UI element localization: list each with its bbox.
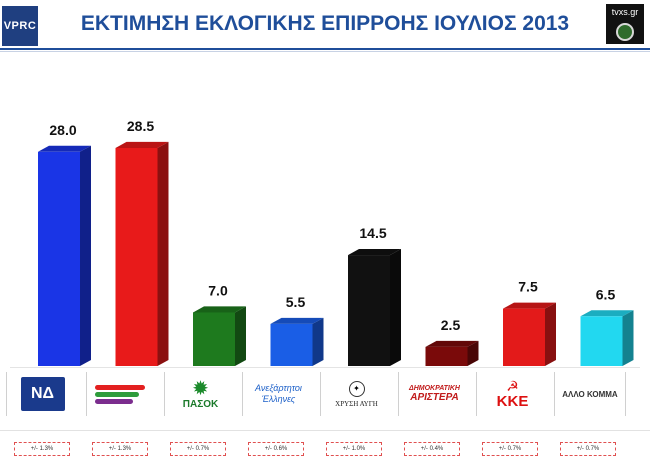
bar-side — [80, 145, 91, 366]
bar-top — [115, 141, 169, 148]
bar — [503, 308, 545, 366]
bar-top — [270, 317, 324, 324]
moe-anel: +/- 0.6% — [248, 442, 304, 456]
other-party-label: ΑΛΛΟ ΚΟΜΜΑ — [562, 389, 618, 399]
syriza-stripe-icon — [94, 384, 145, 390]
bar-side — [157, 141, 169, 366]
bar-top — [580, 310, 634, 317]
syriza-logo — [94, 378, 151, 410]
moe-kke: +/- 0.7% — [482, 442, 538, 456]
bar-side — [235, 306, 246, 366]
dimar-logo-line2: ΑΡΙΣΤΕΡΑ — [410, 392, 459, 403]
bar — [348, 255, 390, 366]
dimar-logo-line1: ΔΗΜΟΚΡΑΤΙΚΗ — [409, 385, 460, 392]
pasok-sun-icon: ✹ — [192, 377, 209, 400]
syriza-stripe-icon — [94, 398, 133, 404]
nd-logo-text: ΝΔ — [30, 385, 55, 402]
legend-nd: ΝΔ — [6, 372, 78, 416]
bar-side — [545, 302, 556, 366]
moe-divider — [0, 430, 650, 431]
pasok-logo: ✹ ΠΑΣΟΚ — [183, 379, 218, 410]
header-divider-light — [0, 51, 650, 52]
syriza-stripe-icon — [94, 391, 139, 397]
moe-pasok: +/- 0.7% — [170, 442, 226, 456]
bar-value-label: 14.5 — [359, 225, 386, 241]
bar — [38, 151, 80, 366]
nd-logo: ΝΔ — [20, 377, 65, 411]
bar-value-label: 28.0 — [49, 122, 76, 138]
moe-dimar: +/- 0.4% — [404, 442, 460, 456]
bar-top — [193, 306, 246, 313]
tvxs-globe-icon — [616, 23, 634, 41]
bar-value-label: 28.5 — [127, 118, 154, 134]
bar-side — [467, 340, 479, 366]
kke-logo-text: ΚΚΕ — [496, 392, 529, 410]
dimar-logo: ΔΗΜΟΚΡΑΤΙΚΗ ΑΡΙΣΤΕΡΑ — [409, 385, 460, 403]
legend-anel: Ανεξάρτητοι Έλληνες — [242, 372, 314, 416]
tvxs-logo: tvxs.gr — [606, 4, 644, 44]
bar-value-label: 7.0 — [208, 282, 228, 298]
bar-top — [503, 302, 556, 309]
vprc-logo: VPRC — [2, 6, 38, 46]
page-title: ΕΚΤΙΜΗΣΗ ΕΚΛΟΓΙΚΗΣ ΕΠΙΡΡΟΗΣ ΙΟΥΛΙΟΣ 2013 — [80, 12, 570, 35]
bar-value-label: 6.5 — [596, 286, 616, 302]
xa-logo: ✦ ΧΡΥΣΗ ΑΥΓΗ — [335, 380, 378, 408]
bar — [193, 312, 235, 366]
legend-pasok: ✹ ΠΑΣΟΚ — [164, 372, 236, 416]
xa-emblem-icon: ✦ — [348, 380, 365, 397]
legend-kke: ☭ ΚΚΕ — [476, 372, 548, 416]
moe-nd: +/- 1.3% — [14, 442, 70, 456]
legend-other: ΑΛΛΟ ΚΟΜΜΑ — [554, 372, 626, 416]
tvxs-logo-text: tvxs.gr — [611, 7, 639, 17]
legend-xa: ✦ ΧΡΥΣΗ ΑΥΓΗ — [320, 372, 392, 416]
moe-xa: +/- 1.0% — [326, 442, 382, 456]
moe-syriza: +/- 1.3% — [92, 442, 148, 456]
bar-top — [38, 145, 91, 152]
bar-side — [622, 310, 634, 366]
bar-value-label: 5.5 — [286, 294, 306, 310]
anel-logo: Ανεξάρτητοι Έλληνες — [255, 383, 302, 404]
bar-side — [390, 249, 401, 366]
header: VPRC ΕΚΤΙΜΗΣΗ ΕΚΛΟΓΙΚΗΣ ΕΠΙΡΡΟΗΣ ΙΟΥΛΙΟΣ… — [0, 0, 650, 52]
bar — [270, 323, 313, 366]
party-logo-row: ΝΔ ✹ ΠΑΣΟΚ Ανεξάρτητοι Έλληνες ✦ ΧΡΥΣΗ Α… — [0, 368, 650, 420]
pasok-logo-text: ΠΑΣΟΚ — [182, 398, 219, 410]
kke-logo: ☭ ΚΚΕ — [497, 379, 529, 410]
bar — [115, 147, 158, 366]
legend-dimar: ΔΗΜΟΚΡΑΤΙΚΗ ΑΡΙΣΤΕΡΑ — [398, 372, 470, 416]
bar-side — [312, 317, 324, 366]
bar-top — [425, 340, 479, 347]
bar-value-label: 2.5 — [441, 317, 461, 333]
legend-syriza — [86, 372, 158, 416]
bar-value-label: 7.5 — [518, 279, 538, 295]
bar — [580, 316, 623, 366]
margin-of-error-row: +/- 1.3% +/- 1.3% +/- 0.7% +/- 0.6% +/- … — [0, 440, 650, 460]
bar-top — [348, 249, 401, 256]
bar-chart: 28.0 28.5 7.0 5.5 14.5 2.5 7.5 6.5 — [10, 118, 640, 368]
xa-logo-text: ΧΡΥΣΗ ΑΥΓΗ — [335, 399, 378, 408]
header-divider — [0, 48, 650, 50]
hammer-sickle-icon: ☭ — [506, 377, 519, 394]
moe-other: +/- 0.7% — [560, 442, 616, 456]
bar — [425, 346, 468, 366]
